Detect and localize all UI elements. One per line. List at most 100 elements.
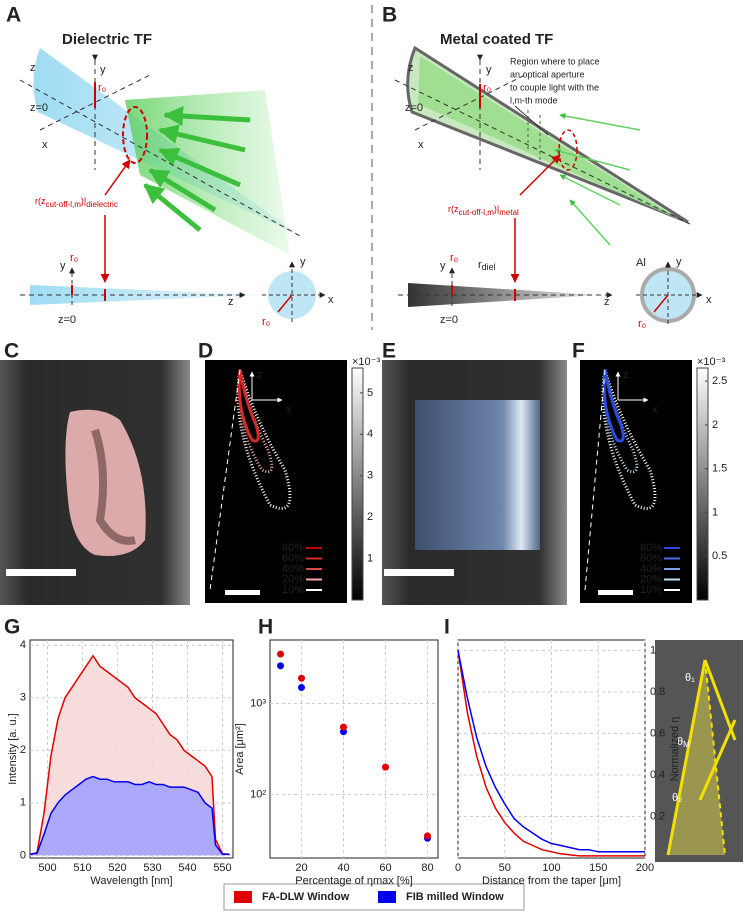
taper-edge [584, 369, 606, 591]
label-part: θ [677, 736, 683, 748]
colorbar-tick-label: 3 [367, 470, 373, 482]
axis-label: x [42, 139, 48, 151]
map-legend-label: 10% [282, 584, 304, 596]
axis-label: z [408, 62, 414, 74]
panel-letter: I [444, 616, 450, 639]
label-part: )| [494, 204, 499, 214]
panel-letter: C [4, 340, 19, 363]
point [340, 723, 347, 731]
pointer [514, 105, 549, 136]
map-legend-label: 60% [640, 552, 662, 564]
x-tick-label: 520 [108, 862, 126, 874]
image-e [382, 360, 567, 605]
image-d [205, 360, 347, 603]
axis-label: y [60, 260, 66, 272]
axis-label: x [706, 294, 712, 306]
label-part: metal [499, 208, 519, 217]
arrow [519, 154, 561, 196]
map-legend-label: 20% [640, 573, 662, 585]
panel-letter: H [258, 616, 273, 639]
colorbar-tick-label: 1 [712, 506, 718, 518]
x-tick-label: 540 [178, 862, 196, 874]
inset-image [655, 640, 743, 862]
taper-side [30, 285, 260, 305]
legend-swatch [234, 891, 252, 903]
legend-swatch [378, 891, 396, 903]
cutoff-ring [122, 106, 148, 164]
angle-line [698, 719, 737, 801]
panel-letter: B [382, 4, 397, 27]
colorbar-exponent: ×10⁻³ [697, 356, 725, 368]
map-legend-label: 20% [282, 573, 304, 585]
map-legend-label: 80% [282, 542, 304, 554]
diagram-title: Dielectric TF [62, 31, 152, 48]
y-tick-label: 1 [20, 797, 26, 809]
y-tick-label: 0.6 [650, 727, 665, 739]
map-legend-label: 40% [282, 563, 304, 575]
axis-label: z [30, 62, 36, 74]
point [424, 832, 431, 840]
window [415, 400, 540, 550]
angle-line [666, 659, 707, 856]
label-part: r(z [35, 196, 46, 206]
legend-box [223, 883, 525, 911]
arrow [104, 159, 131, 196]
radius-line [277, 294, 293, 313]
x-tick-label: 20 [295, 862, 307, 874]
angle-label: θ₂ [672, 792, 682, 804]
radius-label: r₀ [70, 252, 78, 264]
y-tick-label: 0.4 [650, 769, 665, 781]
y-tick-label: 2 [20, 744, 26, 756]
axis-label: x [652, 404, 658, 416]
point [277, 650, 284, 658]
contour [237, 369, 260, 443]
diagram-a: Dielectric TF z y x z=0 r₀ r(zcut-off-l,… [19, 31, 334, 328]
annotation: an optical aperture [510, 69, 585, 79]
axis-label: y [676, 256, 682, 268]
axis-label: z [623, 369, 629, 381]
axis-label: x [328, 294, 334, 306]
y-tick-label: 10³ [250, 697, 266, 709]
image-c [0, 360, 190, 605]
map-legend-label: 60% [282, 552, 304, 564]
label-part: r(z [448, 204, 459, 214]
y-tick-label: 0.8 [650, 686, 665, 698]
image-f [580, 360, 692, 603]
x-tick-label: 40 [337, 862, 349, 874]
x-tick-label: 50 [499, 862, 511, 874]
map-legend-label: 80% [640, 542, 662, 554]
light-rays [143, 106, 251, 232]
y-tick-label: 0.2 [650, 810, 665, 822]
x-axis-label: Wavelength [nm] [90, 875, 172, 887]
y-tick-label: 0 [20, 849, 26, 861]
x-tick-label: 100 [542, 862, 560, 874]
line [457, 650, 645, 853]
x-tick-label: 60 [379, 862, 391, 874]
legend-label: FIB milled Window [406, 891, 504, 903]
label-part: M [683, 740, 690, 749]
angle-label: θ₁ [685, 672, 695, 684]
diagram-title: Metal coated TF [440, 31, 553, 48]
axis-label: y [100, 64, 106, 76]
radius-label: r₀ [262, 316, 270, 328]
y-tick-label: 1 [650, 644, 656, 656]
x-tick-label: 510 [73, 862, 91, 874]
line [29, 775, 230, 856]
label-part: )| [81, 196, 86, 206]
point [298, 684, 305, 692]
y-axis-label: Area [μm²] [234, 723, 246, 775]
annotation: Region where to place [510, 56, 600, 66]
axis-label: y [300, 256, 306, 268]
colorbar-tick-label: 2 [367, 511, 373, 523]
axis-line [39, 74, 151, 131]
x-axis-label: Distance from the taper [μm] [482, 875, 621, 887]
angle-line [703, 659, 737, 741]
material-label: Al [636, 257, 646, 269]
light-rays [554, 113, 641, 246]
axis-label: y [486, 64, 492, 76]
scale-bar [6, 569, 76, 576]
axis-label: y [440, 260, 446, 272]
x-tick-label: 150 [589, 862, 607, 874]
panel-letter: F [572, 340, 585, 363]
axis-label: z [604, 296, 610, 308]
